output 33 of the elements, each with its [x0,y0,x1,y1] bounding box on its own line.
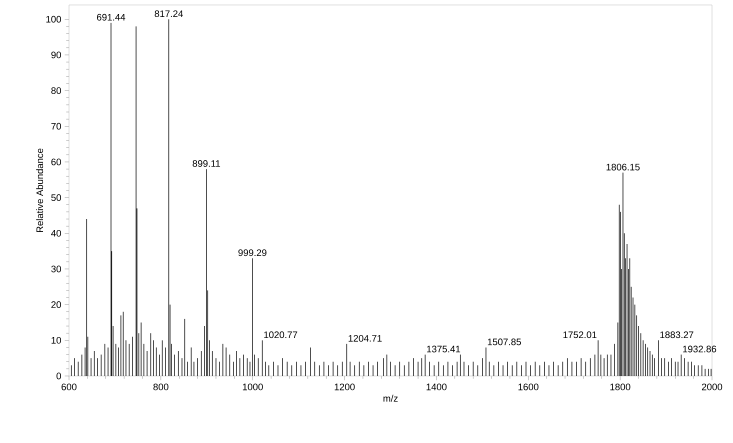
y-tick-label: 90 [51,52,62,58]
y-tick-label: 100 [46,16,62,23]
x-tick-label: 800 [153,384,168,390]
x-axis-title: m/z [384,394,398,402]
annotation: 1204.71 [348,334,382,342]
y-tick-label: 10 [52,336,62,344]
annotation: 1932.86 [683,346,716,352]
annotation: 1020.77 [264,331,298,338]
y-tick-label: 30 [51,266,62,272]
y-tick-label: 40 [51,230,62,237]
annotation: 1806.15 [606,164,640,170]
x-tick-label: 1800 [610,384,630,390]
annotation: 1507.85 [488,338,521,346]
annotation: 899.11 [192,160,220,167]
annotation: 691.44 [97,14,126,21]
y-tick-label: 80 [51,87,62,94]
y-tick-label: 70 [51,122,62,130]
annotation: 1752.01 [563,331,596,338]
x-tick-label: 1400 [426,384,447,390]
x-tick-label: 600 [62,384,77,390]
annotation: 999.29 [238,249,266,256]
x-tick-label: 1600 [518,384,538,390]
annotation: 817.24 [154,10,183,18]
x-tick-label: 1000 [242,384,263,390]
annotation: 1375.41 [427,346,460,352]
y-axis-title: Relative Abundance [36,148,44,232]
y-tick-label: 60 [51,158,62,166]
y-tick-label: 0 [56,372,62,380]
y-tick-label: 20 [51,301,62,308]
y-tick-label: 50 [51,194,62,201]
x-tick-label: 2000 [702,384,722,390]
annotation: 1883.27 [660,331,694,338]
x-tick-label: 1200 [334,384,355,390]
